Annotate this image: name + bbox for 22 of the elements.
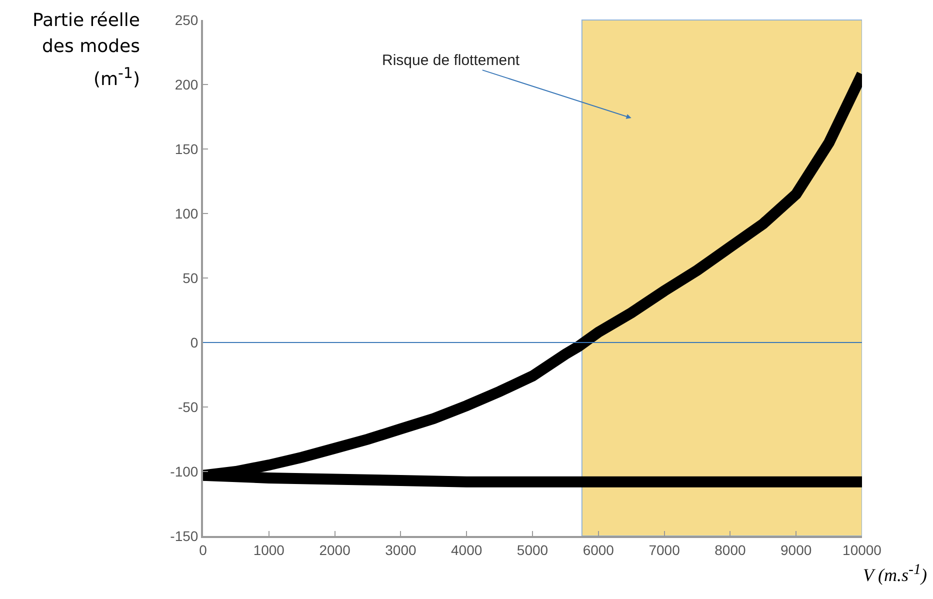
y-tick-label: 250 — [174, 12, 198, 28]
y-tick-label: 100 — [174, 205, 198, 222]
x-tick-label: 10000 — [842, 542, 882, 558]
y-tick-label: 150 — [174, 140, 198, 157]
y-tick-label: 0 — [190, 334, 198, 350]
x-tick-label: 1000 — [253, 542, 285, 558]
y-tick-label: -100 — [170, 463, 198, 480]
x-tick-label: 8000 — [714, 542, 746, 558]
x-tick-label: 5000 — [516, 542, 548, 558]
x-tick-label: 7000 — [648, 542, 680, 558]
x-tick-label: 2000 — [319, 542, 351, 558]
x-tick-label: 3000 — [385, 542, 416, 558]
y-axis-title: Partie réelle des modes (m$^{-1}$) — [31, 9, 140, 92]
annotation: Risque de flottement — [382, 52, 520, 69]
y-tick-label: -50 — [178, 398, 198, 415]
x-tick-label: 6000 — [582, 542, 614, 558]
y-tick-label: -150 — [170, 528, 198, 544]
x-tick-label: 9000 — [780, 542, 812, 558]
y-tick-label: 200 — [174, 76, 198, 92]
y-tick-label: 50 — [182, 270, 198, 286]
x-axis-title: V (m.s$^{-1}$) — [862, 562, 927, 586]
x-tick-label: 4000 — [451, 542, 482, 558]
